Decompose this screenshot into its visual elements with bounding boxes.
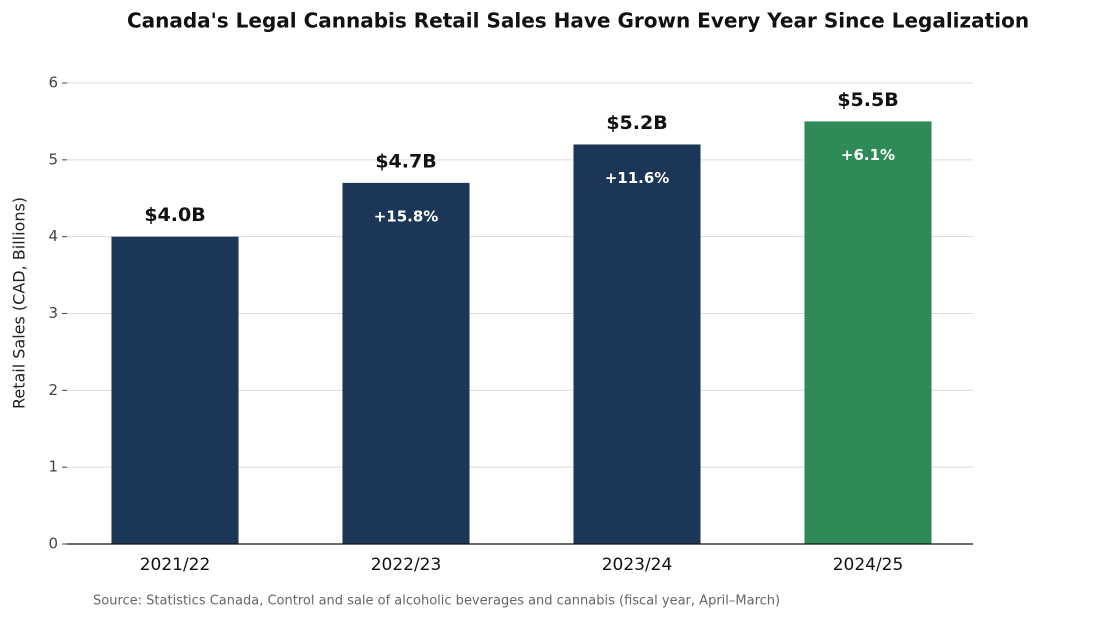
y-tick-label: 3	[48, 304, 58, 322]
y-tick-label: 1	[48, 458, 58, 476]
bar	[573, 144, 701, 544]
growth-label: +15.8%	[374, 207, 439, 225]
chart-title: Canada's Legal Cannabis Retail Sales Hav…	[127, 9, 1029, 33]
x-tick-label: 2023/24	[602, 555, 673, 575]
y-axis-label: Retail Sales (CAD, Billions)	[10, 197, 29, 409]
value-label: $5.5B	[837, 89, 898, 111]
bar	[111, 236, 239, 544]
growth-label: +11.6%	[605, 169, 670, 187]
x-tick-label: 2022/23	[371, 555, 442, 575]
y-tick-label: 2	[48, 381, 58, 399]
bar	[342, 182, 470, 544]
value-label: $4.0B	[144, 204, 205, 226]
value-label: $5.2B	[606, 112, 667, 134]
y-tick-label: 5	[48, 150, 58, 168]
bar	[804, 121, 932, 545]
value-label: $4.7B	[375, 150, 436, 172]
source-note: Source: Statistics Canada, Control and s…	[93, 594, 780, 609]
x-tick-label: 2024/25	[833, 555, 904, 575]
y-tick-label: 6	[48, 74, 58, 92]
y-tick-label: 0	[48, 535, 58, 553]
y-tick-label: 4	[48, 227, 58, 245]
growth-label: +6.1%	[841, 146, 895, 164]
x-tick-label: 2021/22	[140, 555, 211, 575]
